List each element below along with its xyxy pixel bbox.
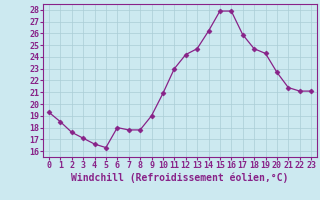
X-axis label: Windchill (Refroidissement éolien,°C): Windchill (Refroidissement éolien,°C) (71, 173, 289, 183)
